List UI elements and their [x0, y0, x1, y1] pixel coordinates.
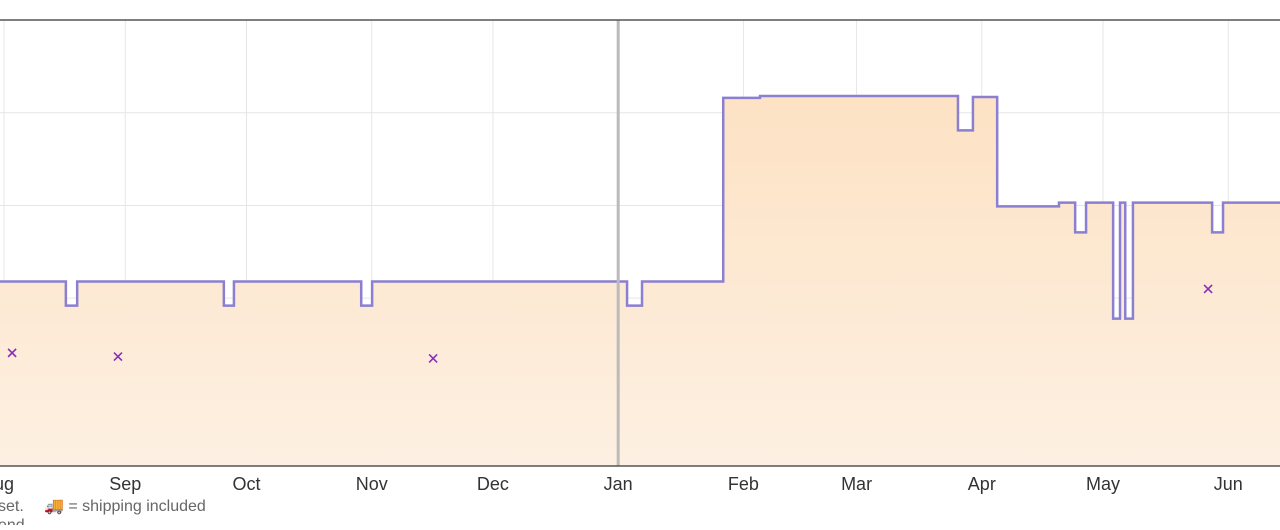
x-tick-label: Jun: [1214, 474, 1243, 494]
x-tick-label: Jan: [604, 474, 633, 494]
x-tick-label: Apr: [968, 474, 996, 494]
footer-text: 🚚 = shipping included: [44, 498, 206, 515]
footer-text: end: [0, 517, 25, 525]
footer-text: set.: [0, 498, 24, 515]
x-tick-label: Oct: [232, 474, 260, 494]
x-tick-label: ug: [0, 474, 14, 494]
marker: [1203, 284, 1213, 294]
x-tick-label: May: [1086, 474, 1120, 494]
price-line: [0, 94, 1280, 320]
marker: [7, 348, 17, 358]
area: [0, 96, 1280, 466]
marker: [428, 353, 438, 364]
x-tick-label: Feb: [728, 474, 759, 494]
x-tick-label: Mar: [841, 474, 872, 494]
x-tick-label: Sep: [109, 474, 141, 494]
x-tick-label: Nov: [356, 474, 388, 494]
x-tick-label: Dec: [477, 474, 509, 494]
marker: [113, 352, 123, 362]
